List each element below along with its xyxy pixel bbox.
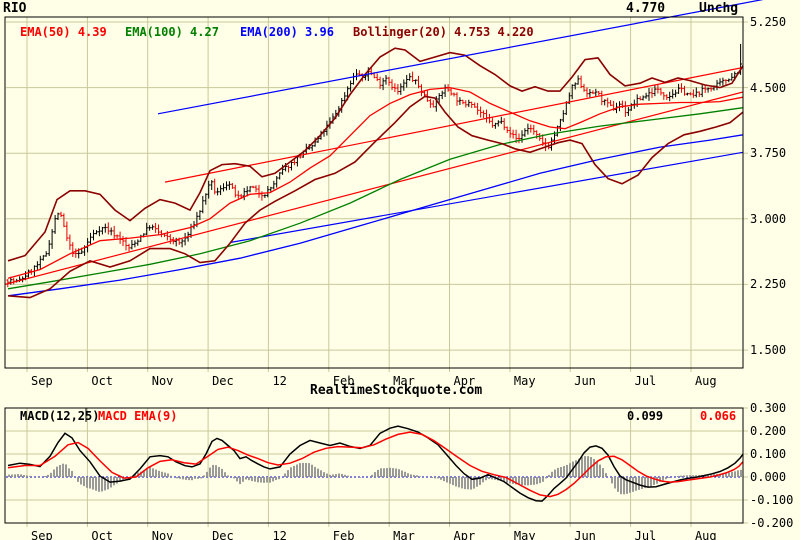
legend-label: EMA(50) [20,25,71,39]
y-axis-tick: 0.100 [750,447,787,461]
y-axis-tick: -0.100 [750,493,794,507]
x-axis-month-label: Nov [151,529,174,540]
x-axis-month-label: Jul [634,529,657,540]
y-axis-tick: 3.750 [750,146,787,161]
x-axis-month-label: Feb [332,374,355,388]
y-axis-tick: 3.000 [750,211,787,226]
x-axis-month-label: Sep [31,529,53,540]
y-axis-tick: 2.250 [750,277,787,292]
legend-value: 4.27 [190,25,219,39]
macd-plot [6,425,743,502]
x-axis-month-label: Aug [694,529,717,540]
legend-bollinger: Bollinger(20) 4.753 4.220 [353,25,534,39]
legend-value: 4.753 4.220 [454,25,534,39]
change-label: Unchg [699,1,739,16]
x-axis-month-label: May [513,529,536,540]
x-axis-month-label: Nov [151,374,174,388]
legend-label: EMA(100) [125,25,183,39]
x-axis-month-label: Apr [453,529,476,540]
x-axis-month-label: Dec [212,529,234,540]
y-axis-tick: 0.300 [750,401,787,415]
y-axis-tick: 1.500 [750,343,787,358]
macd-value: 0.099 [627,409,664,423]
legend-ema100: EMA(100) 4.27 [125,25,219,39]
x-axis-month-label: Mar [393,529,415,540]
x-axis-month-label: Jul [634,374,657,388]
x-axis-month-label: Feb [332,529,355,540]
signal-legend-label: MACD EMA(9) [98,409,178,423]
legend-value: 4.39 [77,25,107,39]
x-axis-month-label: Mar [393,374,415,388]
y-axis-tick: -0.200 [750,516,794,530]
x-axis-month-label: Oct [91,374,114,388]
watermark: RealtimeStockquote.com [310,383,483,398]
y-axis-tick: 4.500 [750,80,787,95]
x-axis-month-label: Oct [91,529,114,540]
legend-ema50: EMA(50) 4.39 [20,25,107,39]
x-axis-month-label: 12 [272,374,287,388]
signal-value: 0.066 [700,409,737,423]
y-axis-tick: 0.000 [750,470,787,484]
legend-label: Bollinger(20) [353,25,447,39]
x-axis-month-label: Jun [574,374,596,388]
legend-value: 3.96 [305,25,334,39]
x-axis-month-label: 12 [272,529,287,540]
last-price: 4.770 [626,1,666,16]
macd-legend-label: MACD(12,25) [20,409,100,423]
y-axis-tick: 5.250 [750,14,787,29]
symbol-title: RIO [3,1,27,16]
legend-label: EMA(200) [240,25,298,39]
x-axis-month-label: May [513,374,536,388]
legend-ema200: EMA(200) 3.96 [240,25,334,39]
x-axis-month-label: Dec [212,374,234,388]
x-axis-month-label: Apr [453,374,476,388]
price-plot [5,43,743,299]
y-axis-tick: 0.200 [750,424,787,438]
x-axis-month-label: Sep [31,374,53,388]
x-axis-month-label: Aug [694,374,717,388]
x-axis-month-label: Jun [574,529,596,540]
